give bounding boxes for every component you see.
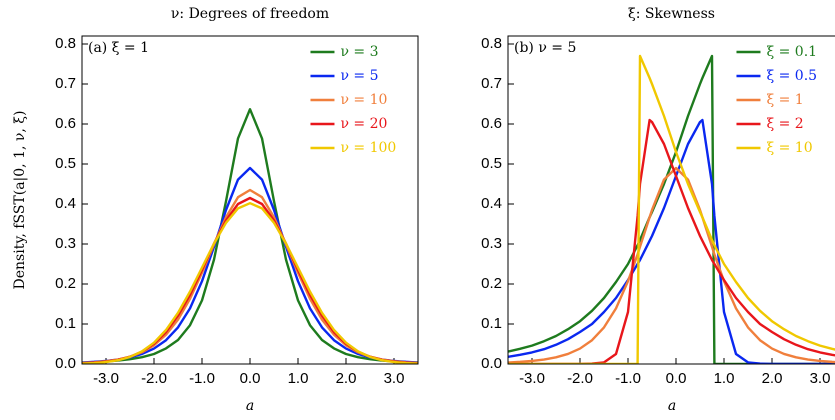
legend-label: ν = 100 [340, 140, 396, 156]
y-tick-label: 0.7 [481, 75, 502, 92]
y-tick-label: 0.6 [481, 115, 502, 132]
y-tick-label: 0.6 [55, 115, 76, 132]
plot-area [508, 54, 835, 364]
line-series [82, 196, 418, 364]
y-tick-label: 0.0 [481, 355, 502, 372]
y-tick-label: 0.7 [55, 75, 76, 92]
y-tick-label: 0.4 [55, 195, 76, 212]
y-tick-label: 0.3 [55, 235, 76, 252]
y-tick-label: 0.8 [481, 35, 502, 52]
line-series [508, 118, 835, 364]
x-tick-label: -1.0 [189, 370, 215, 387]
legend-label: ξ = 10 [766, 140, 812, 156]
x-tick-label: 3.0 [810, 370, 831, 387]
legend-label: ξ = 0.5 [766, 68, 817, 84]
legend-label: ξ = 0.1 [766, 44, 817, 60]
legend-label: ξ = 2 [766, 116, 803, 132]
line-series [82, 166, 418, 364]
y-tick-label: 0.1 [481, 315, 502, 332]
x-tick-label: 0.0 [666, 370, 687, 387]
line-series [508, 54, 835, 364]
panel: ξ: Skewness 0.0 0.1 0.2 0.3 0.4 0.5 0.6 0.7 0.8 -3… [481, 6, 835, 414]
legend-label: ν = 10 [340, 92, 387, 108]
line-series [508, 166, 835, 364]
x-tick-label: 2.0 [762, 370, 783, 387]
y-tick-label: 0.3 [481, 235, 502, 252]
x-tick-label: -1.0 [615, 370, 641, 387]
line-series [82, 202, 418, 364]
annotation: (a) ξ = 1 [88, 40, 149, 56]
x-tick-label: -3.0 [519, 370, 545, 387]
y-tick-label: 0.0 [55, 355, 76, 372]
x-axis-label: a [668, 398, 676, 414]
legend-label: ξ = 1 [766, 92, 803, 108]
chart-title: ξ: Skewness [628, 6, 715, 22]
x-tick-label: 3.0 [384, 370, 405, 387]
x-axis-label: a [246, 398, 254, 414]
x-tick-label: 0.0 [240, 370, 261, 387]
line-series [82, 108, 418, 364]
y-tick-label: 0.2 [481, 275, 502, 292]
plot-area [82, 108, 418, 364]
panel: ν: Degrees of freedom 0.0 0.1 0.2 0.3 0.4 0.5 0… [12, 6, 419, 414]
y-tick-label: 0.5 [481, 155, 502, 172]
y-axis-label: Density, fSST(a|0, 1, ν, ξ) [12, 111, 28, 290]
chart-title: ν: Degrees of freedom [171, 6, 329, 22]
y-tick-label: 0.4 [481, 195, 502, 212]
plot-frame [81, 35, 419, 365]
x-tick-label: -2.0 [141, 370, 167, 387]
plot-frame [507, 35, 835, 365]
legend-label: ν = 5 [340, 68, 378, 84]
y-tick-label: 0.8 [55, 35, 76, 52]
line-series [82, 188, 418, 364]
x-tick-label: 1.0 [288, 370, 309, 387]
y-tick-label: 0.2 [55, 275, 76, 292]
x-tick-label: -2.0 [567, 370, 593, 387]
x-tick-label: 2.0 [336, 370, 357, 387]
legend-label: ν = 3 [340, 44, 378, 60]
line-series [508, 118, 835, 364]
y-tick-label: 0.1 [55, 315, 76, 332]
x-tick-label: 1.0 [714, 370, 735, 387]
legend-label: ν = 20 [340, 116, 387, 132]
annotation: (b) ν = 5 [514, 40, 576, 56]
x-tick-label: -3.0 [93, 370, 119, 387]
y-tick-label: 0.5 [55, 155, 76, 172]
